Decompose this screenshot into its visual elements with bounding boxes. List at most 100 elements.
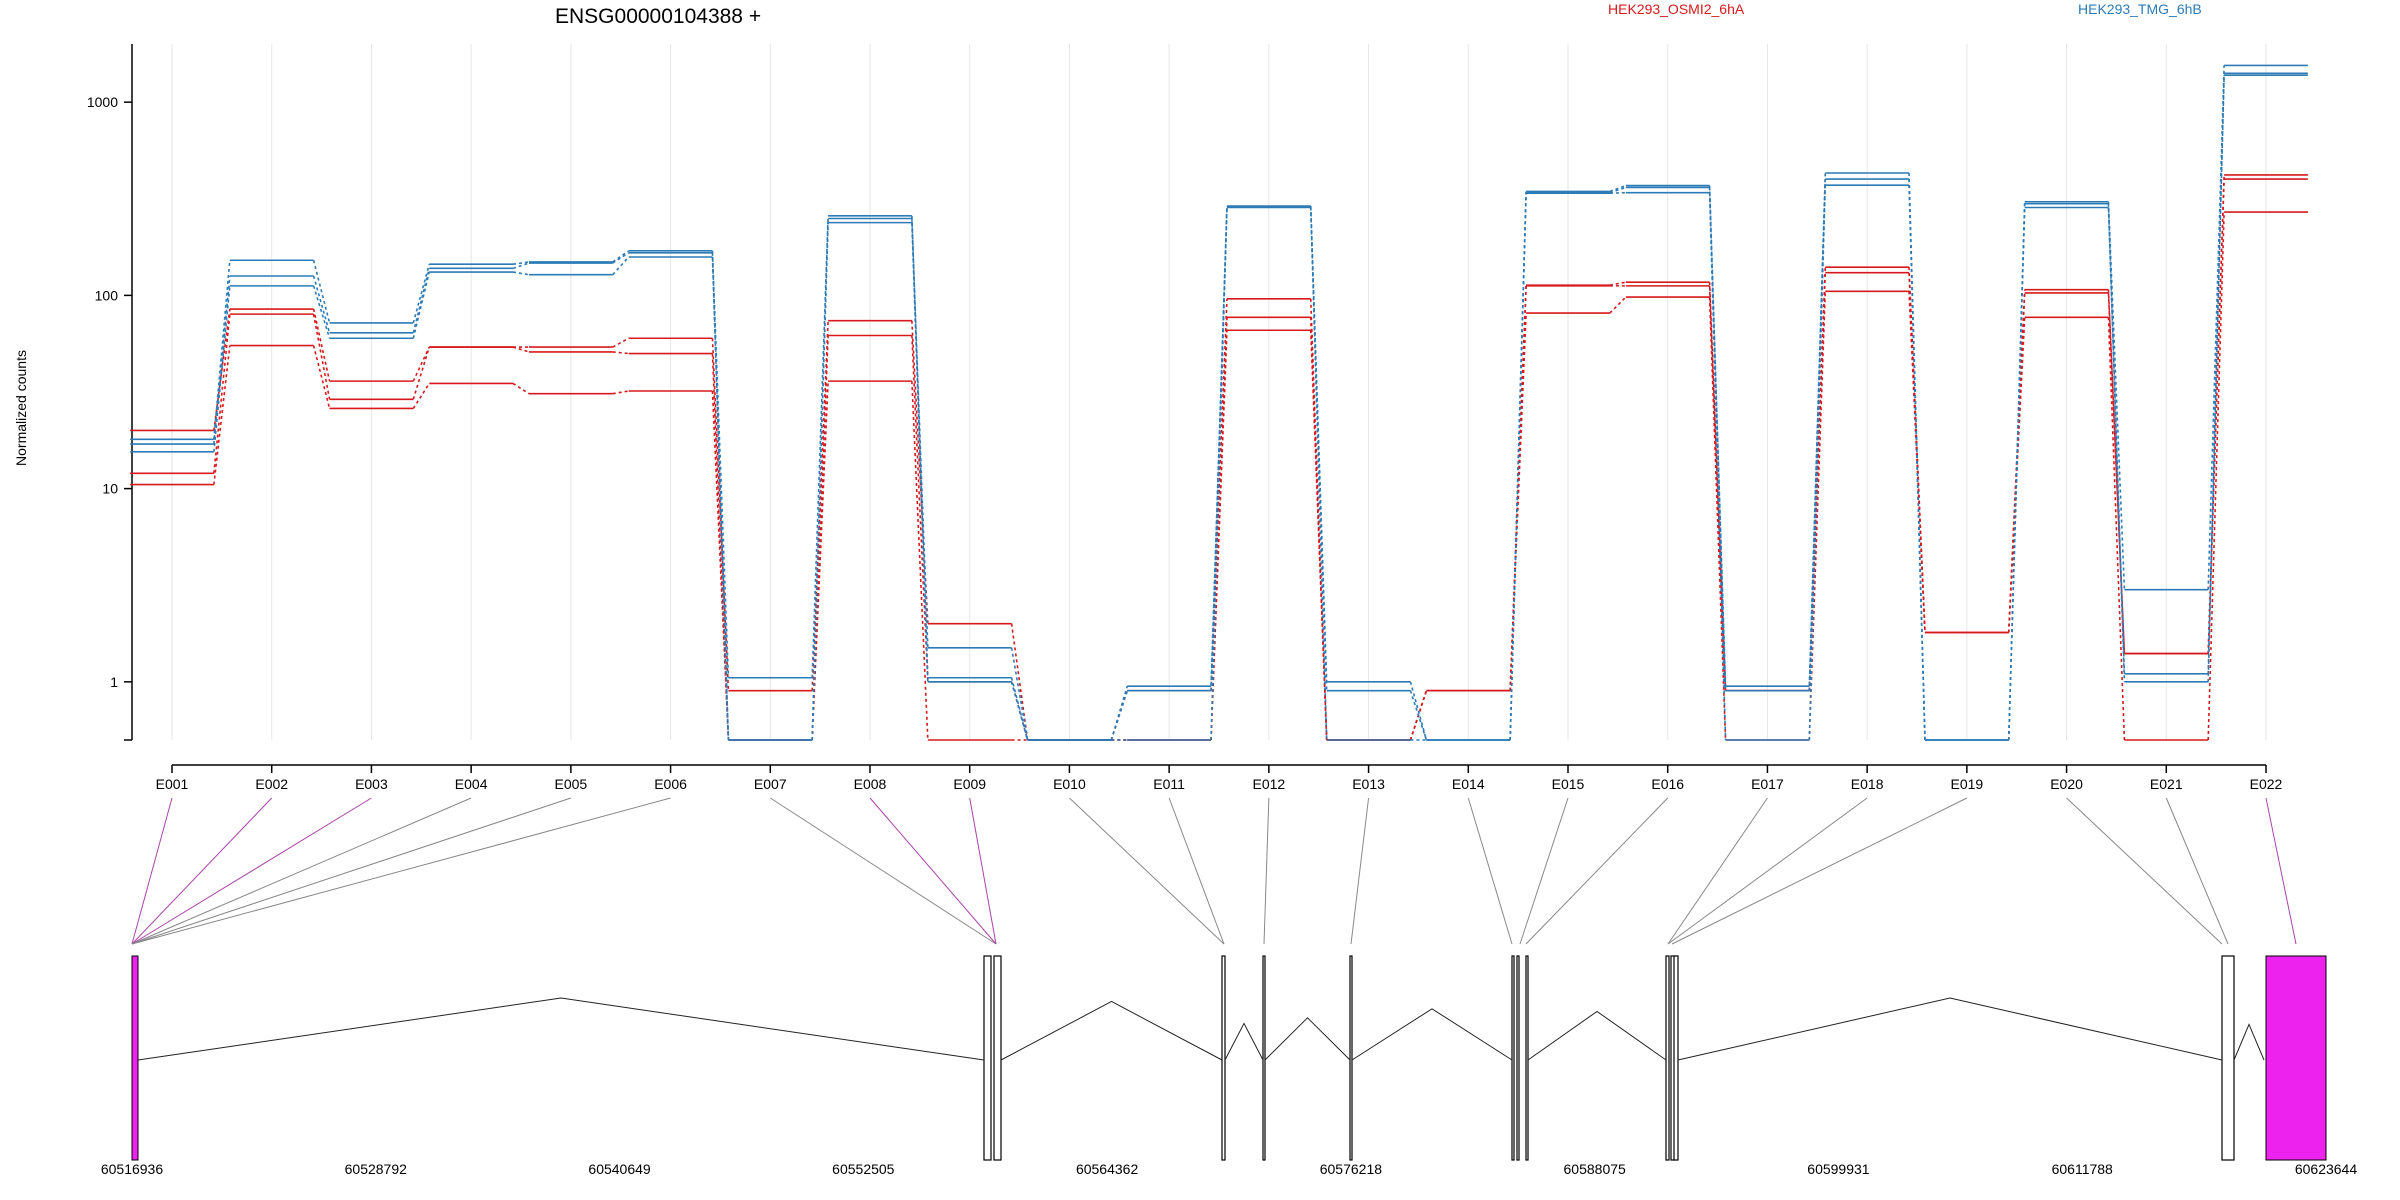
chart-title: ENSG00000104388 + bbox=[555, 5, 761, 28]
exon-transition-line bbox=[1808, 185, 1827, 741]
intron-line bbox=[2233, 1023, 2265, 1061]
exon-connector bbox=[1667, 797, 1768, 945]
exon-block bbox=[1511, 955, 1515, 1161]
axes bbox=[131, 44, 2266, 766]
exon-transition-line bbox=[711, 353, 730, 741]
exon-transition-line bbox=[1609, 186, 1627, 194]
x-tick-label: E011 bbox=[1153, 776, 1185, 792]
exon-transition-line bbox=[213, 345, 231, 485]
coordinate-label: 60611788 bbox=[2052, 1161, 2113, 1177]
exon-connector bbox=[1467, 797, 1513, 945]
exon-transition-line bbox=[213, 275, 231, 445]
x-tick-label: E016 bbox=[1651, 776, 1684, 792]
intron-line bbox=[1677, 997, 2223, 1061]
intron-line bbox=[137, 997, 985, 1061]
exon-connector bbox=[2066, 797, 2223, 945]
x-tick-label: E019 bbox=[1951, 776, 1984, 792]
exon-transition-line bbox=[711, 256, 730, 741]
exon-transition-line bbox=[1908, 272, 1926, 633]
exon-block bbox=[1349, 955, 1353, 1161]
exon-transition-line bbox=[711, 338, 730, 691]
x-tick-label: E017 bbox=[1751, 776, 1784, 792]
exon-transition-line bbox=[213, 285, 231, 452]
vertical-gridlines bbox=[171, 44, 2267, 740]
exon-transition-line bbox=[2207, 212, 2225, 741]
exon-transition-line bbox=[1609, 281, 1626, 286]
exon-connector bbox=[131, 797, 472, 945]
exon-transition-line bbox=[811, 320, 829, 691]
exon-block bbox=[1262, 955, 1266, 1161]
x-tick-label: E003 bbox=[355, 776, 388, 792]
y-tick-label: 10 bbox=[102, 481, 118, 497]
exon-transition-line bbox=[1908, 185, 1926, 741]
x-tick-label: E013 bbox=[1352, 776, 1385, 792]
exon-transition-line bbox=[1708, 297, 1727, 741]
exon-block bbox=[131, 955, 139, 1161]
x-tick-label: E008 bbox=[854, 776, 887, 792]
x-tick-label: E007 bbox=[754, 776, 787, 792]
exon-connector bbox=[1671, 797, 1968, 945]
exon-transition-line bbox=[1609, 296, 1627, 314]
x-tick-label: E002 bbox=[255, 776, 288, 792]
exon-transition-line bbox=[412, 268, 431, 334]
exon-transition-line bbox=[1509, 313, 1527, 691]
intron-line bbox=[1527, 1010, 1667, 1061]
intron-line bbox=[1351, 1008, 1513, 1061]
exon-block bbox=[1525, 955, 1529, 1161]
exon-connector-lines bbox=[131, 797, 2297, 945]
exon-connector bbox=[131, 797, 173, 945]
x-tick-label: E009 bbox=[953, 776, 986, 792]
exon-transition-line bbox=[1210, 298, 1228, 691]
x-tick-label: E005 bbox=[555, 776, 588, 792]
x-tick-label: E020 bbox=[2050, 776, 2083, 792]
x-tick-label: E004 bbox=[455, 776, 488, 792]
intron-line bbox=[1000, 1000, 1223, 1061]
exon-transition-line bbox=[1010, 677, 1029, 741]
exon-connector bbox=[2165, 797, 2229, 945]
x-ticks: E001 E002 E003 E004 E005 E006 E007 E008 E009 E010… bbox=[156, 765, 2283, 792]
exon-transition-line bbox=[1110, 690, 1129, 741]
exon-transition-line bbox=[711, 390, 730, 741]
exon-connector bbox=[131, 797, 572, 945]
exon-transition-line bbox=[1409, 681, 1428, 741]
exon-block bbox=[1516, 955, 1520, 1161]
exon-connector bbox=[869, 797, 997, 945]
y-tick-label: 1 bbox=[110, 674, 118, 690]
x-tick-label: E001 bbox=[156, 776, 189, 792]
x-tick-label: E006 bbox=[654, 776, 687, 792]
exon-transition-line bbox=[512, 262, 530, 270]
y-tick-label: 100 bbox=[95, 287, 119, 303]
exon-connector bbox=[131, 797, 671, 945]
x-tick-label: E012 bbox=[1253, 776, 1286, 792]
genomic-coordinate-ticks: 60516936 60528792 60540649 60552505 60564362… bbox=[101, 1161, 2358, 1177]
exon-connector bbox=[1168, 797, 1225, 945]
exon-transition-line bbox=[312, 308, 331, 382]
y-tick-label: 1000 bbox=[87, 94, 118, 110]
exon-transition-line bbox=[2207, 179, 2225, 654]
exon-transition-line bbox=[1409, 690, 1428, 741]
exon-transition-line bbox=[412, 271, 431, 339]
x-tick-label: E022 bbox=[2250, 776, 2283, 792]
exon-transition-line bbox=[911, 222, 929, 682]
exon-connector bbox=[2265, 797, 2297, 945]
exon-transition-line bbox=[312, 275, 331, 334]
coordinate-label: 60623644 bbox=[2295, 1161, 2358, 1177]
exon-transition-line bbox=[1210, 207, 1228, 741]
exon-transition-line bbox=[811, 222, 829, 741]
coordinate-label: 60564362 bbox=[1076, 1161, 1139, 1177]
coordinate-label: 60516936 bbox=[101, 1161, 164, 1177]
gene-model bbox=[131, 955, 2327, 1161]
exon-transition-line bbox=[711, 250, 730, 678]
exon-connector bbox=[1350, 797, 1370, 945]
exon-block bbox=[2221, 955, 2235, 1161]
exon-block bbox=[983, 955, 992, 1161]
exon-transition-line bbox=[1609, 184, 1627, 193]
exon-block bbox=[1665, 955, 1670, 1161]
exon-connector bbox=[1525, 797, 1669, 945]
coordinate-label: 60599931 bbox=[1807, 1161, 1870, 1177]
series bbox=[130, 74, 2308, 741]
exon-transition-line bbox=[512, 261, 530, 266]
exon-transition-line bbox=[2007, 207, 2026, 741]
coordinate-label: 60540649 bbox=[588, 1161, 651, 1177]
